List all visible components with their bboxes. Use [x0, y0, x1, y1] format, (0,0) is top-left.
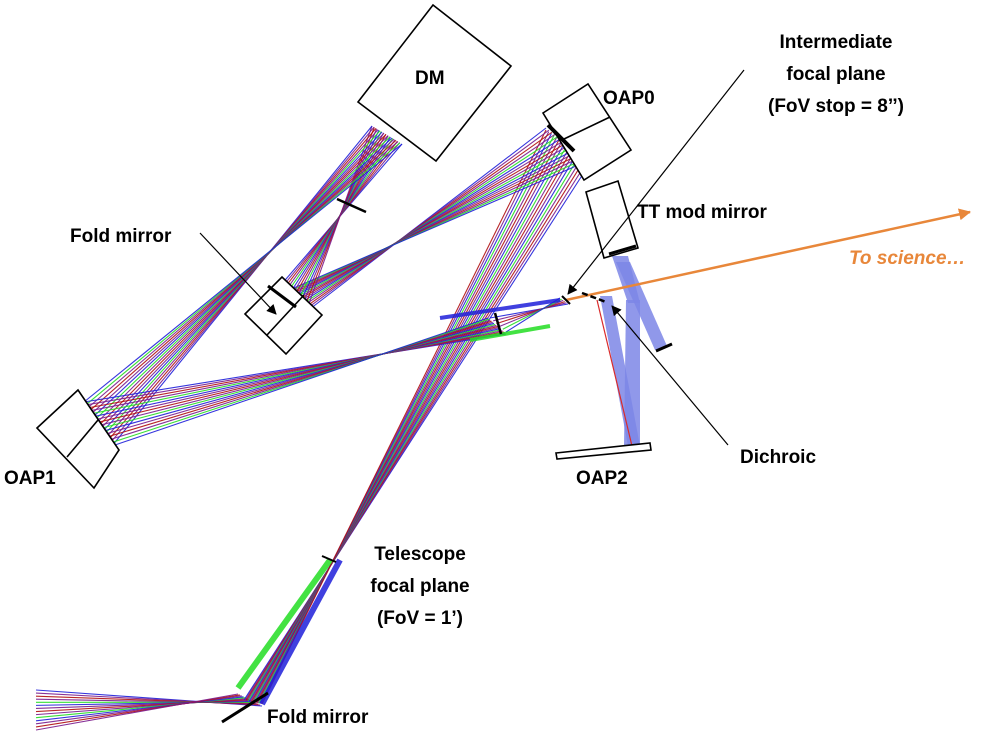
oap2-return-beam: [624, 300, 640, 446]
dm-label: DM: [415, 68, 445, 89]
ray: [85, 142, 401, 406]
ray: [83, 143, 403, 403]
fold-mirror-top-element: [243, 275, 324, 356]
dm-element: [356, 3, 513, 163]
ray: [489, 303, 569, 319]
ray: [109, 318, 490, 444]
tt-to-fold-beam: [616, 262, 667, 350]
oap0-element: [541, 82, 633, 182]
ray: [100, 323, 496, 429]
ray: [89, 139, 397, 412]
ray: [502, 298, 562, 330]
ray: [87, 141, 399, 409]
ray-bundles: [35, 125, 593, 731]
ray: [108, 319, 491, 441]
ray: [292, 138, 561, 309]
ray: [305, 127, 547, 313]
bundle-dm-to-oap1: [83, 125, 403, 447]
band-green-relay: [469, 324, 551, 342]
ray: [104, 321, 493, 435]
ray: [496, 301, 565, 325]
oap2-element: [555, 442, 652, 460]
wfs-arm-beam: [600, 256, 667, 446]
dm-beam-mark: [336, 197, 367, 214]
intermediate-focal-plane-line-2: focal plane: [786, 64, 885, 85]
ray: [96, 325, 498, 424]
fold-mirror-bottom-label: Fold mirror: [267, 707, 369, 728]
ray: [261, 129, 547, 705]
ray: [92, 137, 393, 418]
ray: [493, 302, 567, 322]
tt-mod-mirror-element: [585, 179, 639, 259]
ray: [284, 144, 570, 307]
telescope-focal-plane-line-3: (FoV = 1’): [377, 608, 463, 629]
fold-mirror-pointer-arrow: [199, 232, 277, 315]
ray: [295, 136, 559, 310]
fold-mirror-top-label: Fold mirror: [70, 226, 172, 247]
bundle-oap0-to-fold: [265, 127, 591, 313]
telescope-focal-plane-mark: [321, 555, 337, 563]
fov-stop-mark: [561, 295, 571, 305]
wfs-small-mirror: [655, 342, 673, 353]
ray: [106, 320, 492, 438]
oap1-element: [35, 388, 120, 490]
ray: [279, 148, 576, 305]
ray: [505, 297, 561, 333]
oap1-label: OAP1: [4, 468, 56, 489]
dichroic-element: [581, 291, 607, 304]
band-green-lower: [235, 558, 333, 690]
intermediate-focal-plane-line-3: (FoV stop = 8’’): [768, 96, 904, 117]
ray: [35, 693, 239, 731]
intermediate-focal-plane-pointer-arrow: [567, 69, 745, 295]
ray: [100, 132, 385, 429]
ray: [268, 157, 588, 302]
fold-mirror-bottom-element: [221, 691, 269, 724]
ray: [111, 317, 489, 447]
band-blue-relay: [439, 298, 561, 320]
ray: [271, 155, 585, 303]
relay-focal-mark: [493, 312, 503, 335]
ray: [303, 129, 550, 312]
tt-mod-mirror-label: TT mod mirror: [637, 202, 767, 223]
ray: [102, 131, 383, 432]
ray: [499, 299, 564, 327]
ray: [287, 142, 567, 307]
telescope-focal-plane-label: Telescope focal plane (FoV = 1’): [370, 544, 469, 629]
dichroic-label: Dichroic: [740, 447, 816, 468]
ray: [289, 140, 564, 308]
bundle-fold-to-oap0: [243, 129, 593, 705]
intermediate-focal-plane-label: Intermediate focal plane (FoV stop = 8’’…: [768, 32, 904, 117]
ray: [98, 324, 497, 427]
ray: [276, 150, 579, 304]
ray: [265, 159, 591, 301]
dichroic-pointer-arrow: [611, 305, 729, 446]
oap0-label: OAP0: [603, 88, 655, 109]
telescope-focal-plane-line-1: Telescope: [374, 544, 466, 565]
ray: [91, 138, 395, 415]
band-blue-lower: [259, 558, 343, 706]
ray: [102, 322, 495, 432]
intermediate-focal-plane-line-1: Intermediate: [780, 32, 893, 53]
to-science-label: To science…: [849, 248, 966, 269]
ray: [98, 134, 387, 426]
bundle-oap1-to-relay: [83, 317, 507, 447]
bundle-relay-to-stop: [489, 297, 569, 333]
science-beam-arrow: [565, 208, 971, 302]
ray: [273, 153, 582, 303]
wfs-edge-ray: [596, 299, 633, 447]
oap2-label: OAP2: [576, 468, 628, 489]
ray: [297, 133, 556, 311]
bundle-input: [35, 689, 263, 731]
telescope-focal-plane-line-2: focal plane: [370, 576, 469, 597]
ray: [300, 131, 553, 311]
ray: [281, 146, 573, 306]
